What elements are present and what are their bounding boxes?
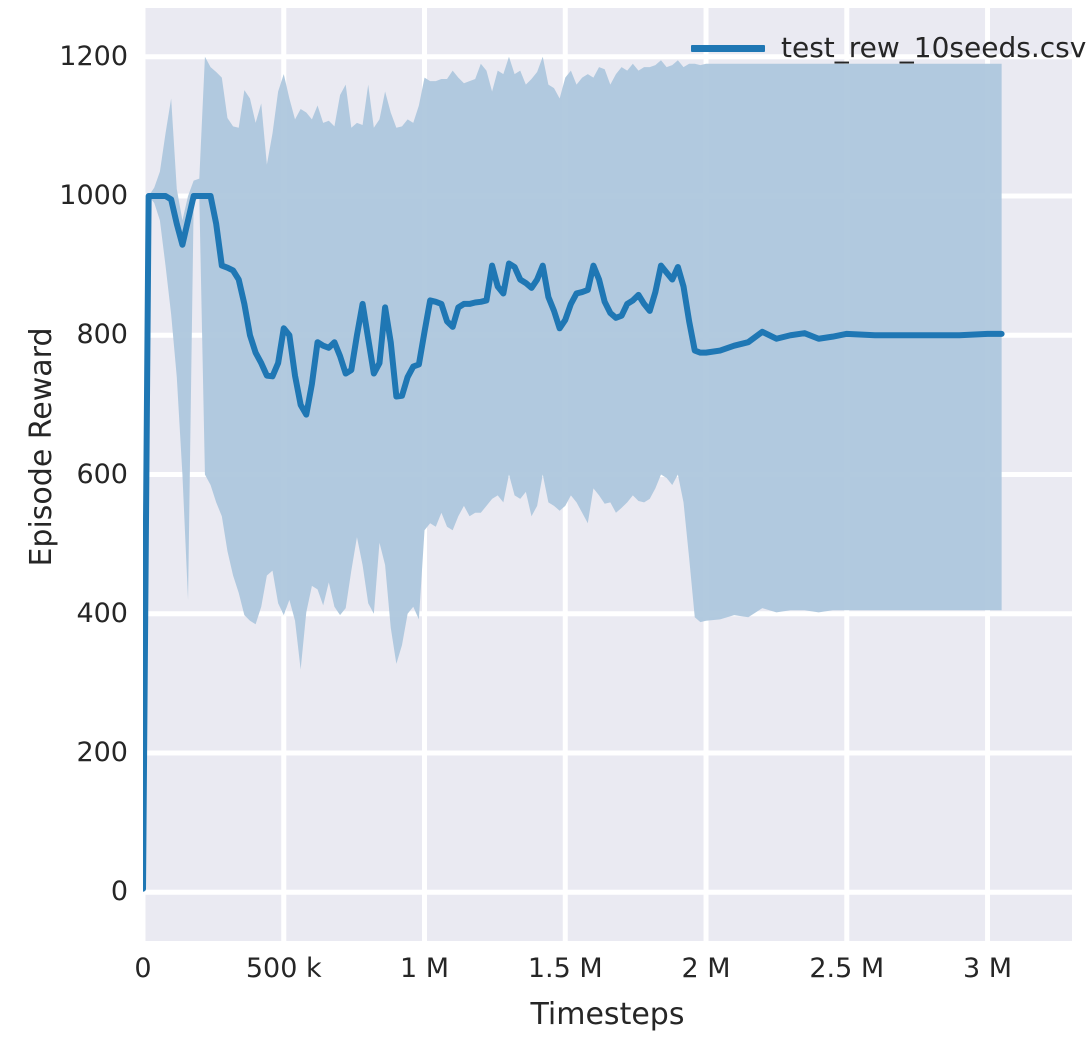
x-tick-label: 1 M — [399, 953, 450, 984]
legend-line-swatch — [691, 44, 765, 52]
confidence-band — [143, 56, 1002, 889]
y-tick-label: 1200 — [59, 40, 128, 72]
plot-area — [143, 8, 1072, 941]
x-tick-label: 3 M — [963, 953, 1013, 984]
x-tick-label: 1.5 M — [527, 953, 603, 984]
mean-line — [143, 192, 1005, 892]
y-tick-label: 800 — [76, 319, 128, 351]
x-tick-label: 2 M — [681, 953, 731, 984]
x-tick-label: 2.5 M — [809, 953, 885, 984]
plot-svg — [143, 8, 1072, 941]
x-tick-label: 0 — [134, 953, 152, 984]
y-tick-label: 600 — [76, 458, 128, 490]
x-axis-label: Timesteps — [530, 997, 685, 1032]
y-tick-label: 0 — [110, 876, 128, 908]
chart-legend: test_rew_10seeds.csv — [691, 34, 1086, 62]
y-tick-label: 1000 — [59, 179, 128, 211]
y-tick-label: 400 — [76, 597, 128, 629]
y-tick-label: 200 — [76, 737, 128, 768]
legend-label: test_rew_10seeds.csv — [781, 31, 1087, 64]
x-tick-label: 500 k — [245, 953, 322, 984]
y-axis-label: Episode Reward — [24, 327, 59, 567]
